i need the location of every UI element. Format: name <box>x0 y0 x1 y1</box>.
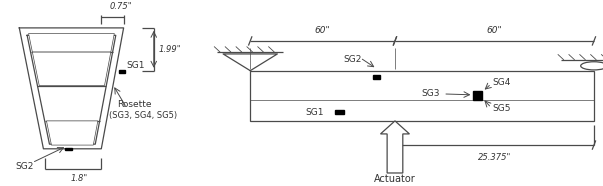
Polygon shape <box>380 121 409 173</box>
Text: SG1: SG1 <box>306 108 324 117</box>
Text: 60": 60" <box>315 26 330 35</box>
Bar <box>373 75 380 79</box>
Text: SG3: SG3 <box>421 89 440 98</box>
Text: (SG3, SG4, SG5): (SG3, SG4, SG5) <box>109 111 177 120</box>
Text: Actuator: Actuator <box>374 174 416 184</box>
Bar <box>119 70 125 73</box>
Polygon shape <box>28 33 115 52</box>
Bar <box>65 148 72 150</box>
Bar <box>473 91 482 100</box>
Text: SG4: SG4 <box>493 78 511 87</box>
Polygon shape <box>46 121 98 145</box>
Text: 25.375": 25.375" <box>478 153 511 162</box>
Polygon shape <box>33 52 111 86</box>
Text: 1.8": 1.8" <box>70 174 87 183</box>
Bar <box>250 71 594 121</box>
Text: 0.75": 0.75" <box>110 2 132 11</box>
Text: SG1: SG1 <box>127 61 145 70</box>
Text: SG2: SG2 <box>15 162 33 171</box>
Text: SG2: SG2 <box>344 55 362 64</box>
Text: 1.99": 1.99" <box>159 45 182 54</box>
Text: Rosette: Rosette <box>118 100 152 109</box>
Text: SG5: SG5 <box>493 104 511 113</box>
Bar <box>335 110 344 114</box>
Text: 60": 60" <box>487 26 502 35</box>
Circle shape <box>581 62 603 70</box>
